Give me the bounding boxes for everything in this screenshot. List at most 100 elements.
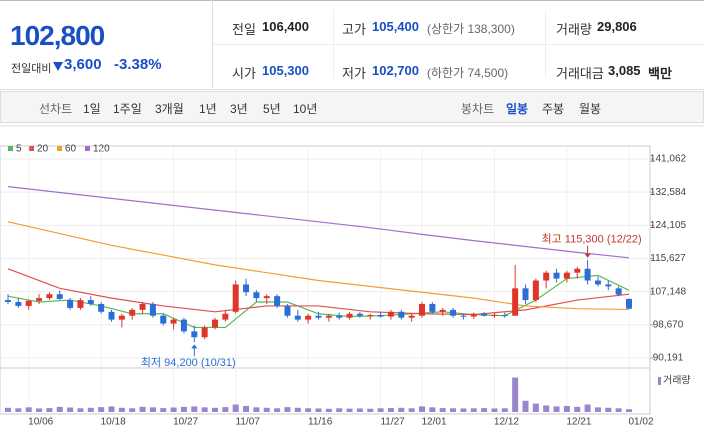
period-button[interactable]: 5년 <box>263 102 281 116</box>
volume-bar <box>470 408 477 412</box>
change-label: 전일대비 <box>11 63 52 75</box>
volume-bar <box>191 406 198 412</box>
stat-value: 29,806 <box>597 19 637 34</box>
legend-swatch <box>29 146 34 151</box>
candle-body <box>253 292 260 299</box>
volume-bar <box>5 407 11 412</box>
candle-body <box>284 305 291 316</box>
period-button[interactable]: 10년 <box>293 102 318 116</box>
candle-body <box>180 319 187 332</box>
period-button[interactable]: 월봉 <box>579 102 602 116</box>
candle-body <box>594 280 601 285</box>
stat-value: 105,300 <box>262 63 309 78</box>
volume-bar <box>160 408 167 412</box>
candle-body <box>512 288 519 316</box>
volume-bar <box>429 407 436 412</box>
candle-body <box>170 319 177 324</box>
candle-body <box>553 272 560 279</box>
stat-label: 고가 <box>342 22 366 37</box>
volume-bar <box>108 406 115 412</box>
divider <box>213 44 704 45</box>
volume-bar <box>563 405 570 412</box>
legend-swatch <box>85 146 90 151</box>
candle-body <box>243 284 250 293</box>
y-tick-label: 98,670 <box>653 319 684 330</box>
stat-unit: 백만 <box>648 66 672 81</box>
candle-body <box>584 268 591 281</box>
toolbar: 선차트 1일 1주일 3개월 1년 3년 5년 10년 봉차트 일봉 주봉 월봉 <box>0 91 704 123</box>
period-button[interactable]: 주봉 <box>542 102 565 116</box>
candle-body <box>201 327 208 338</box>
arrow-head <box>191 344 198 349</box>
candle-body <box>325 315 332 318</box>
chart-type[interactable]: 봉차트 <box>461 102 495 116</box>
period-button[interactable]: 1일 <box>83 102 101 116</box>
legend-swatch <box>8 146 13 151</box>
volume-bar <box>336 408 343 412</box>
volume-bar <box>56 406 63 412</box>
candle-body <box>450 309 457 316</box>
volume-bar <box>36 408 43 412</box>
volume-frame <box>0 367 651 415</box>
x-tick-label: 12/01 <box>421 417 446 428</box>
volume-bar <box>605 407 612 412</box>
candle-body <box>232 284 239 312</box>
volume-bar <box>408 408 415 412</box>
y-tick-label: 90,191 <box>653 353 684 364</box>
period-button[interactable]: 1주일 <box>113 102 142 116</box>
volume-bar <box>180 406 187 412</box>
x-tick-label: 10/27 <box>173 417 198 428</box>
candle-body <box>419 303 425 316</box>
volume-bar <box>315 408 322 412</box>
volume-bar <box>522 400 529 412</box>
volume-bar <box>439 408 446 412</box>
chart-type[interactable]: 선차트 <box>39 102 73 116</box>
volume-bar <box>232 404 239 412</box>
volume-bar <box>501 408 508 412</box>
chart: 5206012090,19198,670107,148115,627124,10… <box>0 125 704 428</box>
period-button[interactable]: 3개월 <box>155 102 184 116</box>
volume-bar <box>325 408 332 412</box>
stat-label: 거래량 <box>556 22 592 37</box>
volume-bar <box>450 408 457 412</box>
candle-body <box>118 315 125 320</box>
candle-body <box>222 313 229 320</box>
volume-bar <box>15 408 22 412</box>
period-button[interactable]: 3년 <box>230 102 248 116</box>
ma-line <box>7 221 630 311</box>
volume-bar <box>626 409 632 412</box>
volume-bar <box>253 407 260 412</box>
volume-bar <box>584 404 591 412</box>
legend-label: 20 <box>37 144 49 155</box>
annotation: 최고 115,300 (12/22) <box>542 233 642 246</box>
stat-label: 저가 <box>342 66 366 81</box>
candle-body <box>439 309 446 312</box>
volume-bar <box>294 407 301 412</box>
volume-bar <box>594 407 601 412</box>
volume-legend-swatch <box>658 377 661 385</box>
volume-bar <box>201 407 208 412</box>
down-icon <box>53 62 63 71</box>
volume-bar <box>87 407 94 412</box>
period-button[interactable]: 일봉 <box>506 102 529 116</box>
candle-body <box>315 315 322 318</box>
plot-frame <box>0 145 651 369</box>
volume-bar <box>67 407 74 412</box>
candle-body <box>108 311 115 320</box>
x-tick-label: 11/27 <box>380 417 405 428</box>
y-tick-label: 132,584 <box>650 187 687 198</box>
candle-body <box>67 300 74 308</box>
candle-body <box>387 311 394 317</box>
x-tick-label: 12/12 <box>494 417 519 428</box>
divider <box>333 10 334 78</box>
candle-body <box>605 284 612 287</box>
period-button[interactable]: 1년 <box>199 102 217 116</box>
candle-body <box>5 300 11 303</box>
candle-body <box>501 314 508 316</box>
legend-swatch <box>57 146 62 151</box>
x-tick-label: 12/21 <box>566 417 591 428</box>
candle-body <box>191 331 198 338</box>
volume-bar <box>419 406 425 412</box>
candle-body <box>532 280 539 301</box>
volume-label: 거래량 <box>663 375 691 387</box>
